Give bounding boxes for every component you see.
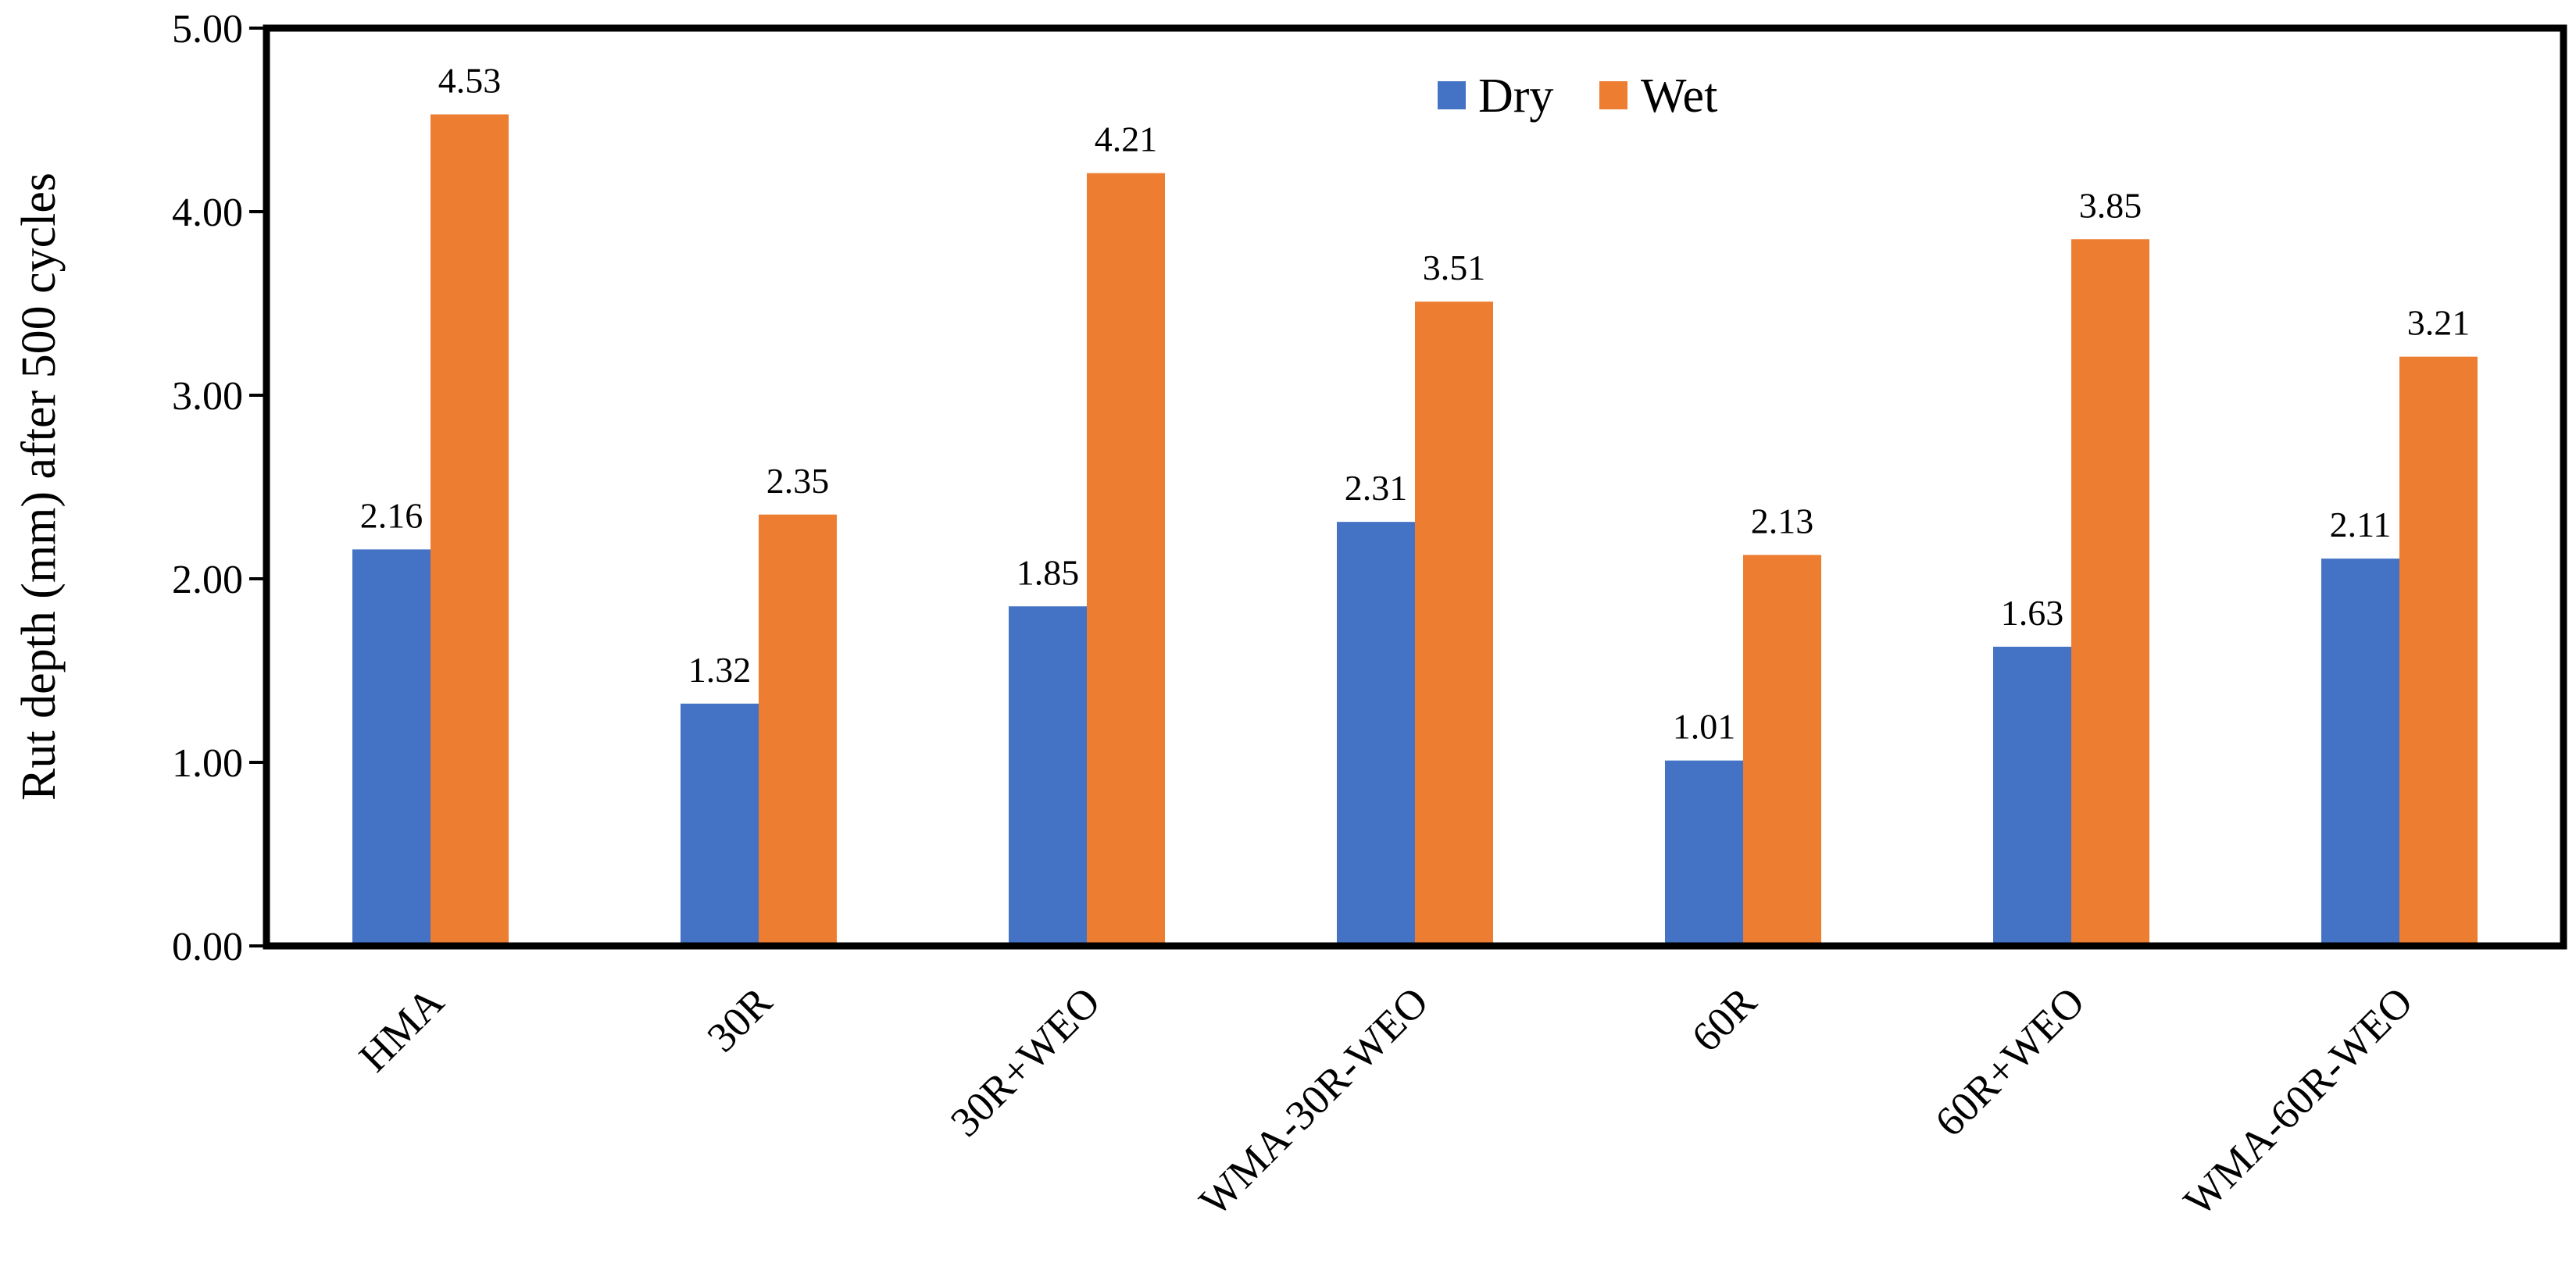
- data-label: 2.11: [2330, 505, 2392, 544]
- data-labels-layer: 2.16 4.53 1.32 2.35 1.85 4.21 2.31 3.51 1.01 2.13…: [360, 60, 2471, 746]
- y-tick-label: 5.00: [172, 7, 243, 52]
- y-tick-label: 4.00: [172, 191, 243, 235]
- y-tick-label: 2.00: [172, 558, 243, 602]
- bars-layer: [352, 114, 2478, 947]
- legend: Dry Wet: [1438, 70, 1717, 123]
- x-tick-label: 60R: [1682, 978, 1765, 1061]
- y-tick-label: 1.00: [172, 741, 243, 786]
- bar-dry-wma-60r-weo: [2321, 558, 2399, 946]
- legend-label-dry: Dry: [1478, 70, 1553, 123]
- y-axis-label: Rut depth (mm) after 500 cycles: [13, 173, 66, 801]
- bar-wet-hma: [431, 114, 509, 947]
- x-tick-label: WMA-30R-WEO: [1190, 978, 1437, 1225]
- bar-wet-60r: [1743, 555, 1821, 946]
- x-tick-label: 30R: [698, 978, 781, 1061]
- bar-wet-wma-60r-weo: [2399, 356, 2478, 946]
- legend-swatch-wet: [1599, 81, 1627, 109]
- x-tick-label: HMA: [350, 978, 453, 1081]
- data-label: 4.21: [1095, 120, 1158, 159]
- bar-wet-30r-weo: [1087, 173, 1165, 946]
- bar-wet-30r: [759, 514, 837, 946]
- bar-dry-60r-weo: [1993, 646, 2071, 946]
- legend-swatch-dry: [1438, 81, 1466, 109]
- data-label: 3.21: [2407, 303, 2471, 343]
- x-tick-label: 60R+WEO: [1926, 978, 2094, 1146]
- data-label: 2.31: [1345, 468, 1408, 508]
- x-tick-label: 30R+WEO: [941, 978, 1109, 1146]
- data-label: 2.16: [360, 495, 423, 535]
- data-label: 2.13: [1751, 501, 1814, 541]
- data-label: 3.85: [2079, 185, 2142, 225]
- legend-label-wet: Wet: [1641, 70, 1717, 123]
- data-label: 1.01: [1673, 707, 1736, 747]
- bar-dry-hma: [352, 549, 431, 946]
- data-label: 1.85: [1016, 552, 1080, 592]
- bar-dry-30r-weo: [1009, 606, 1087, 946]
- x-tick-label: WMA-60R-WEO: [2174, 978, 2421, 1225]
- plot-frame: [263, 24, 2567, 950]
- bar-wet-wma-30r-weo: [1415, 302, 1493, 946]
- data-label: 4.53: [438, 60, 502, 100]
- data-label: 1.63: [2001, 593, 2064, 633]
- bar-wet-60r-weo: [2071, 239, 2149, 946]
- bar-dry-wma-30r-weo: [1337, 522, 1415, 946]
- data-label: 2.35: [766, 461, 830, 501]
- y-tick-label: 0.00: [172, 925, 243, 969]
- y-axis: 0.00 1.00 2.00 3.00 4.00 5.00: [172, 7, 266, 969]
- bar-dry-60r: [1665, 760, 1743, 946]
- bar-dry-30r: [681, 703, 759, 946]
- data-label: 1.32: [688, 650, 752, 690]
- x-axis: HMA 30R 30R+WEO WMA-30R-WEO 60R 60R+WEO WMA-60…: [350, 978, 2422, 1225]
- data-label: 3.51: [1423, 248, 1486, 287]
- y-tick-label: 3.00: [172, 374, 243, 419]
